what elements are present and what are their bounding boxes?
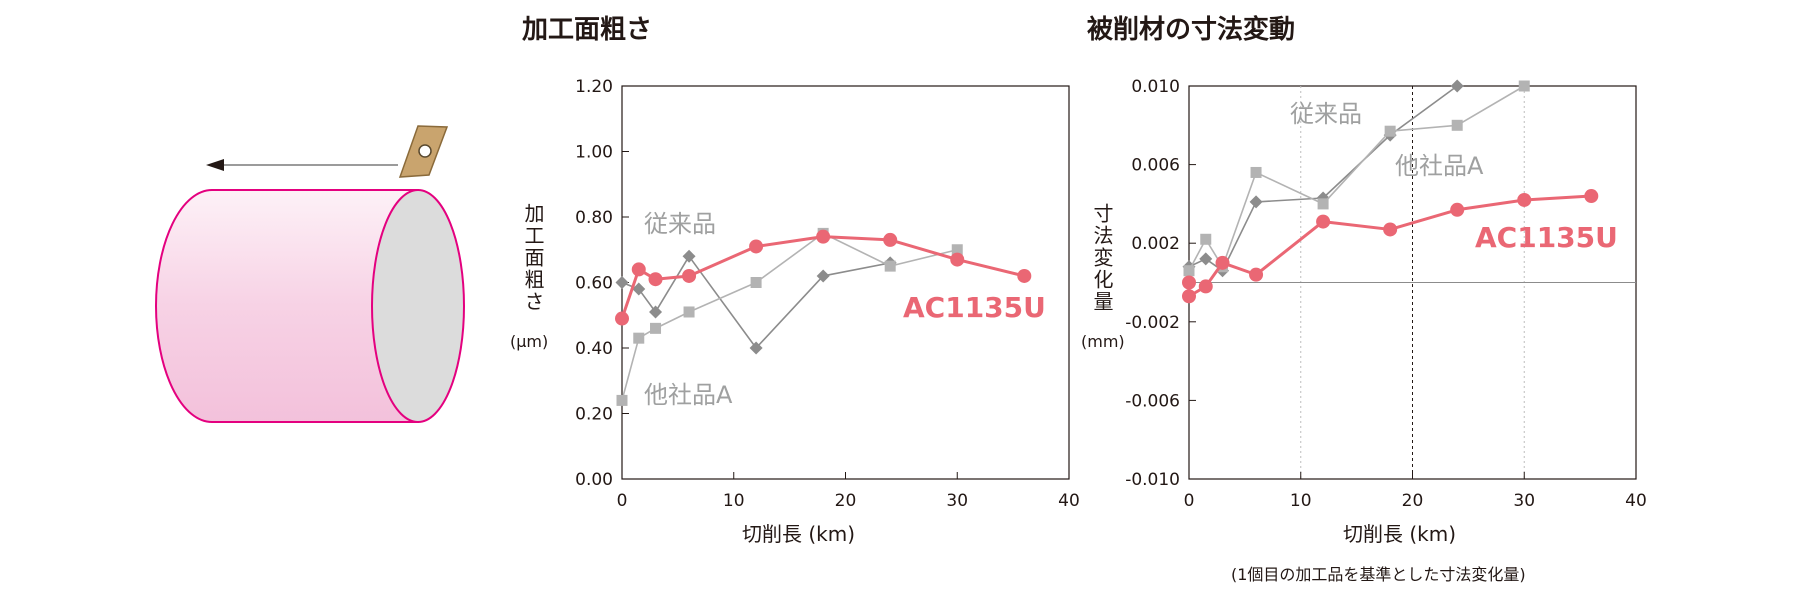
data-point-ac1135u xyxy=(1249,267,1264,282)
feed-arrow-icon xyxy=(206,159,398,171)
x-tick-labels: 0 10 20 30 40 xyxy=(1184,472,1647,511)
data-point-ac1135u xyxy=(682,268,697,283)
data-point-competitor-a xyxy=(1200,233,1212,245)
x-tick-label: 30 xyxy=(1513,491,1535,511)
data-point-ac1135u xyxy=(950,252,965,267)
y-tick-label: -0.002 xyxy=(1125,313,1180,333)
data-point-conventional xyxy=(682,249,696,263)
data-point-ac1135u xyxy=(1215,255,1230,270)
data-point-competitor-a xyxy=(951,244,963,256)
chart-title: 被削材の寸法変動 xyxy=(1087,14,1295,45)
data-point-conventional xyxy=(632,282,646,296)
y-tick-labels: 0.00 0.20 0.40 0.60 0.80 1.00 1.20 xyxy=(575,77,629,490)
chart-dimensional-variation: 被削材の寸法変動 -0.010 -0.006 -0.002 0.002 0.006 0.0… xyxy=(1081,14,1647,584)
x-tick-label: 40 xyxy=(1058,491,1080,511)
x-tick-label: 10 xyxy=(1290,491,1312,511)
data-point-competitor-a xyxy=(633,332,645,344)
y-axis-title: 加工面粗さ xyxy=(521,203,545,313)
x-tick-label: 40 xyxy=(1625,491,1647,511)
data-point-competitor-a xyxy=(1451,119,1463,131)
series-line-circle xyxy=(1187,194,1592,298)
data-point-conventional xyxy=(1249,195,1263,209)
data-point-ac1135u xyxy=(749,239,764,254)
data-point-conventional xyxy=(749,341,763,355)
data-point-competitor-a xyxy=(1518,80,1530,92)
y-tick-label: 0.40 xyxy=(575,339,613,359)
data-point-ac1135u xyxy=(1316,214,1331,229)
y-tick-label: -0.010 xyxy=(1125,470,1180,490)
data-point-conventional xyxy=(1199,252,1213,266)
data-point-competitor-a xyxy=(1250,166,1262,178)
data-point-ac1135u xyxy=(1383,222,1398,237)
y-tick-label: 0.002 xyxy=(1131,234,1180,254)
y-axis-unit: (mm) xyxy=(1081,332,1125,351)
data-point-competitor-a xyxy=(750,277,762,288)
data-point-ac1135u xyxy=(1198,279,1213,294)
label-conventional: 従来品 xyxy=(1290,100,1362,128)
data-point-ac1135u xyxy=(615,311,629,326)
data-point-competitor-a xyxy=(1183,265,1195,277)
y-tick-label: 0.006 xyxy=(1131,156,1180,176)
footnote: (1個目の加工品を基準とした寸法変化量) xyxy=(1231,565,1526,584)
x-tick-label: 10 xyxy=(723,491,745,511)
x-tick-label: 0 xyxy=(617,491,628,511)
x-tick-label: 20 xyxy=(1402,491,1424,511)
y-tick-labels: -0.010 -0.006 -0.002 0.002 0.006 0.010 xyxy=(1125,77,1196,490)
y-tick-label: 0.60 xyxy=(575,274,613,294)
data-point-competitor-a xyxy=(1317,198,1329,210)
y-tick-label: 1.00 xyxy=(575,143,613,163)
data-point-competitor-a xyxy=(650,322,662,334)
x-axis-title: 切削長 (km) xyxy=(742,522,855,546)
series-line-diamond xyxy=(621,255,891,349)
y-tick-label: -0.006 xyxy=(1125,391,1180,411)
gridlines xyxy=(1189,86,1636,479)
data-point-ac1135u xyxy=(883,232,898,247)
x-tick-label: 0 xyxy=(1184,491,1195,511)
data-point-ac1135u xyxy=(648,272,663,287)
y-axis-title: 寸法変化量 xyxy=(1090,203,1114,313)
workpiece-cylinder-icon xyxy=(155,189,465,423)
data-point-competitor-a xyxy=(616,394,628,406)
cutting-insert-icon xyxy=(398,125,449,178)
x-tick-label: 20 xyxy=(835,491,857,511)
data-point-conventional xyxy=(816,269,830,283)
data-point-competitor-a xyxy=(1384,125,1396,137)
y-tick-label: 0.80 xyxy=(575,208,613,228)
data-point-ac1135u xyxy=(1584,189,1599,204)
chart-surface-roughness: 加工面粗さ 0.00 0.20 0.40 0.60 0.80 1.00 1.20 0 10 20… xyxy=(510,15,1080,546)
data-point-ac1135u xyxy=(1017,268,1032,283)
x-tick-label: 30 xyxy=(946,491,968,511)
data-point-ac1135u xyxy=(1182,289,1196,304)
label-competitor-a: 他社品A xyxy=(1395,152,1484,180)
y-axis-unit: (μm) xyxy=(510,332,548,351)
data-point-ac1135u xyxy=(1517,192,1532,207)
data-point-competitor-a xyxy=(884,260,896,272)
chart-title: 加工面粗さ xyxy=(522,15,652,45)
label-conventional: 従来品 xyxy=(644,210,716,238)
y-tick-label: 1.20 xyxy=(575,77,613,97)
series-group xyxy=(615,227,1032,406)
y-tick-label: 0.20 xyxy=(575,405,613,425)
data-point-ac1135u xyxy=(1450,202,1465,217)
label-competitor-a: 他社品A xyxy=(644,381,733,409)
data-point-competitor-a xyxy=(683,306,695,318)
label-ac1135u: AC1135U xyxy=(903,291,1046,324)
y-tick-label: 0.00 xyxy=(575,470,613,490)
machining-illustration xyxy=(155,125,465,423)
data-point-ac1135u xyxy=(1182,275,1196,290)
data-point-conventional xyxy=(615,276,629,289)
data-point-ac1135u xyxy=(631,262,646,277)
y-tick-label: 0.010 xyxy=(1131,77,1180,97)
series-group xyxy=(1182,79,1599,304)
label-ac1135u: AC1135U xyxy=(1475,221,1618,254)
data-point-ac1135u xyxy=(816,229,831,244)
data-point-conventional xyxy=(1450,79,1464,93)
x-axis-title: 切削長 (km) xyxy=(1343,522,1456,546)
x-tick-labels: 0 10 20 30 40 xyxy=(617,472,1080,511)
data-point-conventional xyxy=(649,305,663,319)
